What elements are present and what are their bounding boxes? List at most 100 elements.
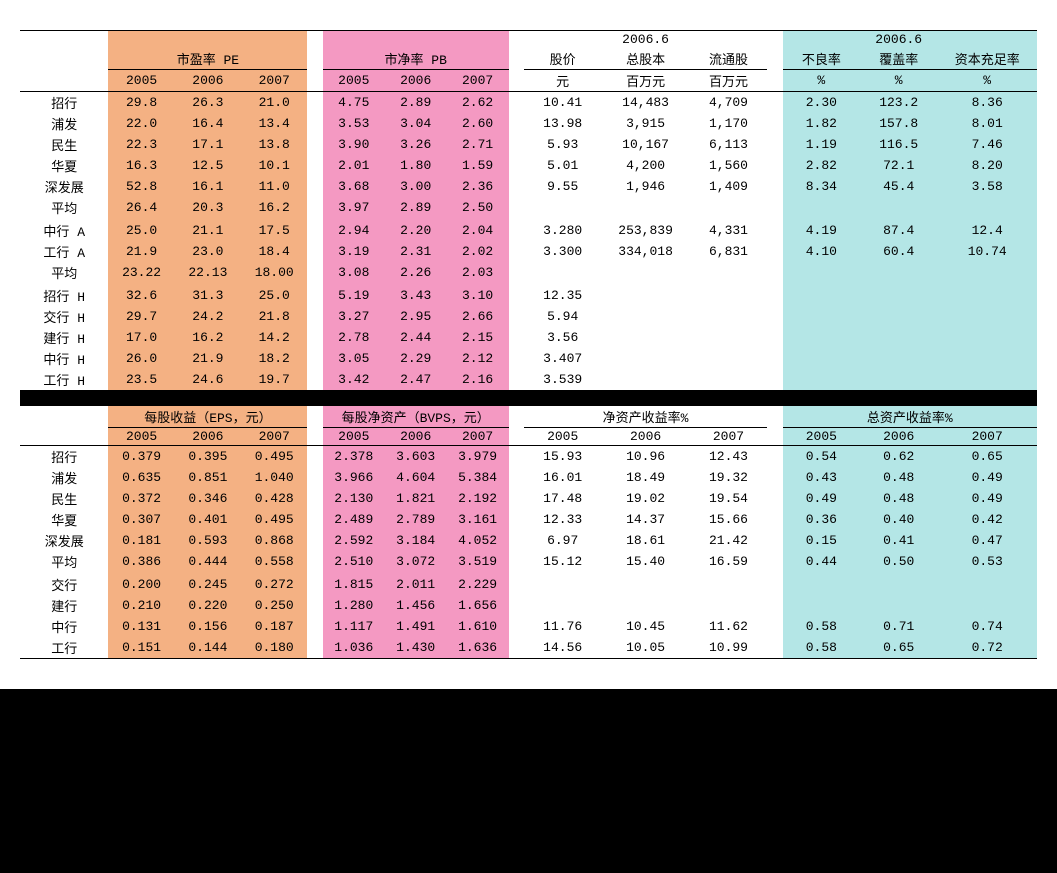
float-cell — [690, 327, 767, 348]
year-cell: 2006 — [175, 428, 241, 446]
roe-cell: 19.32 — [690, 467, 767, 488]
pb-cell: 2.89 — [385, 92, 447, 114]
pe-cell: 29.7 — [108, 306, 174, 327]
pe-cell: 26.3 — [175, 92, 241, 114]
cap-cell: 14,483 — [601, 92, 689, 114]
gap — [509, 509, 524, 530]
bvps-cell: 3.161 — [447, 509, 509, 530]
bvps-cell: 1.456 — [385, 595, 447, 616]
gap — [307, 176, 322, 197]
roa-cell: 0.54 — [783, 446, 860, 468]
float-cell: 4,709 — [690, 92, 767, 114]
pb-cell: 2.04 — [447, 220, 509, 241]
gap — [307, 92, 322, 114]
cov-cell — [860, 285, 937, 306]
bvps-cell: 2.592 — [323, 530, 385, 551]
table-row: 浦发0.6350.8511.0403.9664.6045.38416.0118.… — [20, 467, 1037, 488]
pe-cell: 22.0 — [108, 113, 174, 134]
roa-cell: 0.49 — [937, 488, 1037, 509]
roe-cell: 16.59 — [690, 551, 767, 572]
npl-header: 不良率 — [783, 48, 860, 70]
pe-cell: 20.3 — [175, 197, 241, 218]
table-row: 中行 H26.021.918.23.052.292.123.407 — [20, 348, 1037, 369]
table-row: 招行0.3790.3950.4952.3783.6033.97915.9310.… — [20, 446, 1037, 468]
page: 2006.6 2006.6 市盈率 PE 市净率 PB 股价 总股本 流通股 不… — [0, 0, 1057, 689]
price-cell: 3.56 — [524, 327, 601, 348]
unit-cell: % — [783, 70, 860, 92]
pb-cell: 2.16 — [447, 369, 509, 391]
cap-cell: 334,018 — [601, 241, 689, 262]
row-label: 中行 — [20, 616, 108, 637]
roe-cell: 15.40 — [601, 551, 689, 572]
npl-cell: 2.30 — [783, 92, 860, 114]
pe-cell: 21.9 — [108, 241, 174, 262]
gap — [767, 348, 782, 369]
npl-cell — [783, 369, 860, 391]
eps-cell: 0.180 — [241, 637, 307, 659]
car-cell — [937, 306, 1037, 327]
roe-cell: 12.43 — [690, 446, 767, 468]
gap — [509, 155, 524, 176]
header-row-period: 2006.6 2006.6 — [20, 31, 1037, 49]
cap-cell: 1,946 — [601, 176, 689, 197]
row-label: 浦发 — [20, 467, 108, 488]
table-row: 工行0.1510.1440.1801.0361.4301.63614.5610.… — [20, 637, 1037, 659]
gap — [307, 348, 322, 369]
roa-cell — [937, 595, 1037, 616]
float-cell: 6,831 — [690, 241, 767, 262]
eps-cell: 0.131 — [108, 616, 174, 637]
price-cell: 3.300 — [524, 241, 601, 262]
pe-cell: 32.6 — [108, 285, 174, 306]
roe-cell: 10.05 — [601, 637, 689, 659]
bvps-cell: 3.519 — [447, 551, 509, 572]
pe-cell: 16.2 — [175, 327, 241, 348]
price-cell — [524, 262, 601, 283]
gap — [509, 616, 524, 637]
price-cell: 5.94 — [524, 306, 601, 327]
eps-cell: 0.307 — [108, 509, 174, 530]
pb-cell: 3.97 — [323, 197, 385, 218]
pe-cell: 16.4 — [175, 113, 241, 134]
pe-cell: 22.13 — [175, 262, 241, 283]
year-cell: 2006 — [385, 428, 447, 446]
pb-cell: 2.36 — [447, 176, 509, 197]
bvps-cell: 3.979 — [447, 446, 509, 468]
roa-cell — [860, 574, 937, 595]
gap — [509, 262, 524, 283]
car-header: 资本充足率 — [937, 48, 1037, 70]
year-cell: 2006 — [860, 428, 937, 446]
table-row: 民生0.3720.3460.4282.1301.8212.19217.4819.… — [20, 488, 1037, 509]
cov-cell: 87.4 — [860, 220, 937, 241]
float-cell — [690, 285, 767, 306]
car-cell: 3.58 — [937, 176, 1037, 197]
pe-cell: 13.4 — [241, 113, 307, 134]
roe-cell — [690, 574, 767, 595]
roe-cell: 10.96 — [601, 446, 689, 468]
gap — [307, 530, 322, 551]
float-cell — [690, 348, 767, 369]
roe-cell: 15.12 — [524, 551, 601, 572]
eps-cell: 0.187 — [241, 616, 307, 637]
price-cell: 13.98 — [524, 113, 601, 134]
table-row: 中行 A25.021.117.52.942.202.043.280253,839… — [20, 220, 1037, 241]
year-cell: 2005 — [108, 428, 174, 446]
roa-cell: 0.48 — [860, 467, 937, 488]
cov-cell — [860, 262, 937, 283]
pb-cell: 2.44 — [385, 327, 447, 348]
pb-cell: 3.04 — [385, 113, 447, 134]
year-cell: 2007 — [937, 428, 1037, 446]
npl-cell: 1.19 — [783, 134, 860, 155]
bvps-cell: 1.610 — [447, 616, 509, 637]
roa-cell: 0.74 — [937, 616, 1037, 637]
gap — [307, 155, 322, 176]
eps-header: 每股收益（EPS，元） — [108, 406, 307, 428]
pe-cell: 10.1 — [241, 155, 307, 176]
pe-cell: 26.0 — [108, 348, 174, 369]
pe-cell: 52.8 — [108, 176, 174, 197]
pe-cell: 19.7 — [241, 369, 307, 391]
eps-cell: 0.181 — [108, 530, 174, 551]
float-cell: 1,409 — [690, 176, 767, 197]
eps-cell: 0.593 — [175, 530, 241, 551]
table-row: 平均26.420.316.23.972.892.50 — [20, 197, 1037, 218]
gap — [307, 446, 322, 468]
